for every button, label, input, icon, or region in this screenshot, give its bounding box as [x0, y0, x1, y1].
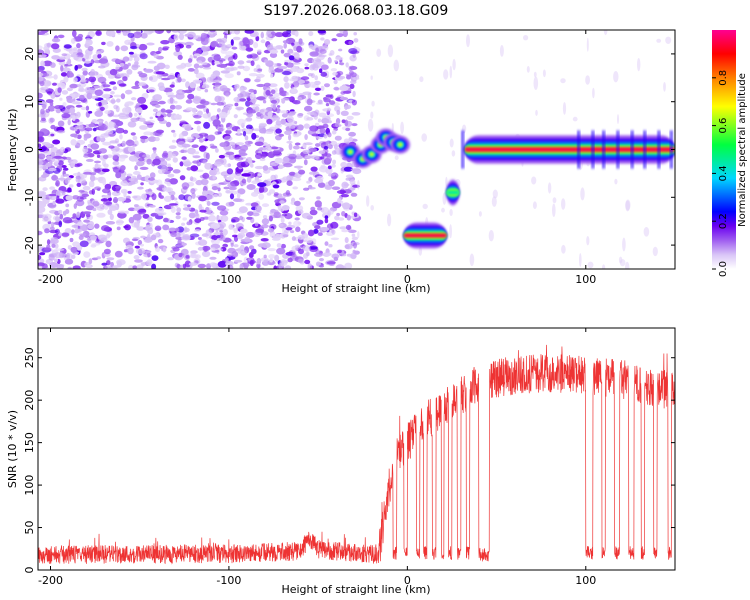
y-tick-label: 250 — [23, 347, 36, 368]
colorbar-tick-label: 0.4 — [718, 165, 729, 181]
chart-title: S197.2026.068.03.18.G09 — [264, 3, 449, 19]
y-tick-label: 200 — [23, 390, 36, 411]
y-tick-label: 150 — [23, 432, 36, 453]
colorbar-gradient — [712, 30, 736, 269]
spectrogram-y-label: Frequency (Hz) — [6, 109, 19, 192]
y-tick-label: 0 — [23, 146, 36, 153]
snr-y-label: SNR (10 * v/v) — [6, 410, 19, 488]
colorbar-tick-label: 0.2 — [718, 213, 729, 229]
x-tick-label: -100 — [216, 273, 241, 286]
noise-region — [38, 30, 672, 269]
tone-layer — [340, 128, 675, 249]
x-tick-label: -200 — [38, 273, 63, 286]
colorbar: 0.0 0.2 0.4 0.6 0.8 Normalized spectral ampl… — [712, 30, 748, 277]
colorbar-tick-label: 0.8 — [718, 70, 729, 86]
spectrogram-x-label: Height of straight line (km) — [281, 282, 430, 295]
y-tick-label: 10 — [23, 95, 36, 109]
x-tick-label: 0 — [404, 273, 411, 286]
colorbar-tick-label: 0.0 — [718, 261, 729, 277]
y-tick-label: 20 — [23, 47, 36, 61]
y-tick-label: -10 — [23, 188, 36, 206]
colorbar-tick-label: 0.6 — [718, 118, 729, 134]
y-tick-label: 0 — [23, 567, 36, 574]
y-tick-label: -20 — [23, 236, 36, 254]
snr-axes: -200 -100 0 100 0 50 100 150 200 250 — [23, 328, 675, 587]
x-tick-label: 100 — [575, 574, 596, 587]
x-tick-label: 100 — [575, 273, 596, 286]
x-tick-label: 0 — [404, 574, 411, 587]
snr-frame — [37, 327, 676, 571]
snr-background — [38, 328, 675, 570]
snr-series-line — [38, 344, 675, 565]
colorbar-ticks: 0.0 0.2 0.4 0.6 0.8 — [712, 70, 729, 277]
x-tick-label: -100 — [216, 574, 241, 587]
y-tick-label: 100 — [23, 475, 36, 496]
colorbar-label: Normalized spectral amplitude — [737, 73, 748, 227]
y-tick-label: 50 — [23, 521, 36, 535]
snr-x-label: Height of straight line (km) — [281, 583, 430, 596]
x-tick-label: -200 — [38, 574, 63, 587]
snr-panel: -200 -100 0 100 0 50 100 150 200 250 Height of st… — [6, 327, 676, 596]
